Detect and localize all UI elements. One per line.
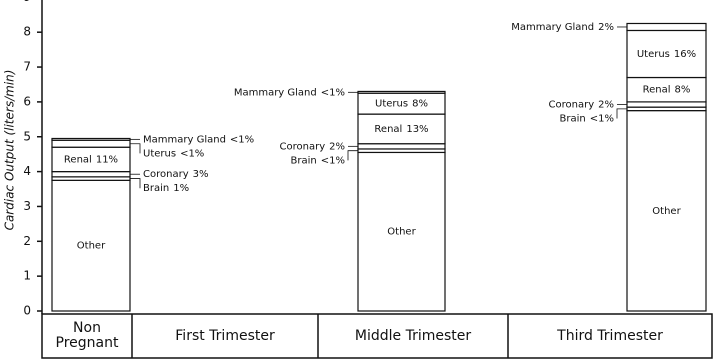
x-tick-label: Middle Trimester bbox=[354, 327, 472, 344]
segment-share: 2% bbox=[598, 100, 614, 111]
bar-segment bbox=[51, 137, 131, 141]
segment-share: <1% bbox=[230, 134, 254, 145]
segment-name: Brain bbox=[143, 183, 169, 194]
segment-name: Coronary bbox=[143, 169, 189, 180]
leader-line bbox=[130, 143, 141, 154]
y-tick-label: 3 bbox=[23, 199, 31, 213]
segment-share: 2% bbox=[598, 22, 614, 33]
category-cell: Third Trimester bbox=[557, 327, 663, 344]
segment-share: 8% bbox=[412, 99, 428, 110]
y-tick-label: 1 bbox=[23, 269, 31, 283]
segment-share: <1% bbox=[180, 148, 204, 159]
segment-name: Mammary Gland bbox=[143, 134, 226, 145]
category-cell: Non Pregnant bbox=[55, 320, 119, 351]
segment-label: Mammary Gland <1% bbox=[234, 87, 345, 98]
y-tick-label: 5 bbox=[23, 129, 31, 143]
segment-share: <1% bbox=[321, 87, 345, 98]
segment-share: 13% bbox=[406, 124, 428, 135]
y-tick-label: 6 bbox=[23, 94, 31, 108]
segment-name: Mammary Gland bbox=[511, 22, 594, 33]
segment-name: Uterus bbox=[143, 148, 176, 159]
bar-segment bbox=[51, 171, 131, 178]
segment-share: 2% bbox=[329, 141, 345, 152]
bar-segment bbox=[357, 90, 446, 94]
bar-segment bbox=[626, 22, 707, 32]
bar-segment bbox=[51, 179, 131, 312]
bar-segment bbox=[357, 143, 446, 150]
segment-label: Renal 11% bbox=[64, 154, 118, 165]
segment-label: Mammary Gland 2% bbox=[511, 22, 614, 33]
y-tick-label: 0 bbox=[23, 304, 31, 318]
segment-label: Uterus 16% bbox=[637, 49, 696, 60]
x-tick-label: First Trimester bbox=[175, 327, 275, 344]
segment-label: Other bbox=[652, 206, 681, 217]
segment-share: 1% bbox=[173, 183, 189, 194]
segment-label: Other bbox=[77, 241, 106, 252]
y-tick-label: 4 bbox=[23, 164, 31, 178]
segment-name: Coronary bbox=[549, 100, 595, 111]
bar-segment bbox=[51, 139, 131, 148]
leader-line bbox=[347, 150, 358, 161]
y-tick-label: 9 bbox=[23, 0, 31, 4]
x-tick-label: Non Pregnant bbox=[55, 320, 119, 351]
segment-name: Renal bbox=[374, 124, 402, 135]
segment-label: Uterus 8% bbox=[375, 99, 428, 110]
segment-name: Brain bbox=[560, 114, 586, 125]
segment-share: 8% bbox=[675, 85, 691, 96]
segment-share: <1% bbox=[321, 155, 345, 166]
segment-name: Uterus bbox=[375, 99, 408, 110]
y-tick-label: 2 bbox=[23, 234, 31, 248]
segment-label: Brain 1% bbox=[143, 183, 189, 194]
segment-label: Coronary 2% bbox=[280, 141, 345, 152]
segment-label: Brain <1% bbox=[291, 155, 345, 166]
segment-label: Renal 13% bbox=[374, 124, 428, 135]
segment-label: Renal 8% bbox=[643, 85, 691, 96]
segment-name: Coronary bbox=[280, 141, 326, 152]
segment-label: Coronary 3% bbox=[143, 169, 208, 180]
segment-share: <1% bbox=[590, 114, 614, 125]
bar-segment bbox=[626, 101, 707, 108]
x-tick-label: Third Trimester bbox=[557, 327, 663, 344]
leader-line bbox=[130, 178, 141, 189]
bar-segment bbox=[626, 76, 707, 103]
leader-line bbox=[616, 108, 627, 119]
segment-label: Brain <1% bbox=[560, 114, 614, 125]
segment-name: Mammary Gland bbox=[234, 87, 317, 98]
segment-label: Other bbox=[387, 227, 416, 238]
bar-segment bbox=[626, 110, 707, 312]
category-cell: First Trimester bbox=[175, 327, 275, 344]
segment-name: Renal bbox=[643, 85, 671, 96]
segment-name: Renal bbox=[64, 154, 92, 165]
y-tick-label: 7 bbox=[23, 60, 31, 74]
segment-share: 16% bbox=[674, 49, 696, 60]
segment-share: 3% bbox=[193, 169, 209, 180]
category-frame bbox=[41, 313, 713, 359]
y-tick-label: 8 bbox=[23, 25, 31, 39]
segment-name: Uterus bbox=[637, 49, 670, 60]
category-cell: Middle Trimester bbox=[354, 327, 472, 344]
segment-label: Coronary 2% bbox=[549, 100, 614, 111]
segment-name: Brain bbox=[291, 155, 317, 166]
segment-label: Mammary Gland <1% bbox=[143, 134, 254, 145]
segment-share: 11% bbox=[96, 154, 118, 165]
segment-label: Uterus <1% bbox=[143, 148, 204, 159]
y-axis-title: Cardiac Output (liters/min) bbox=[3, 70, 17, 231]
